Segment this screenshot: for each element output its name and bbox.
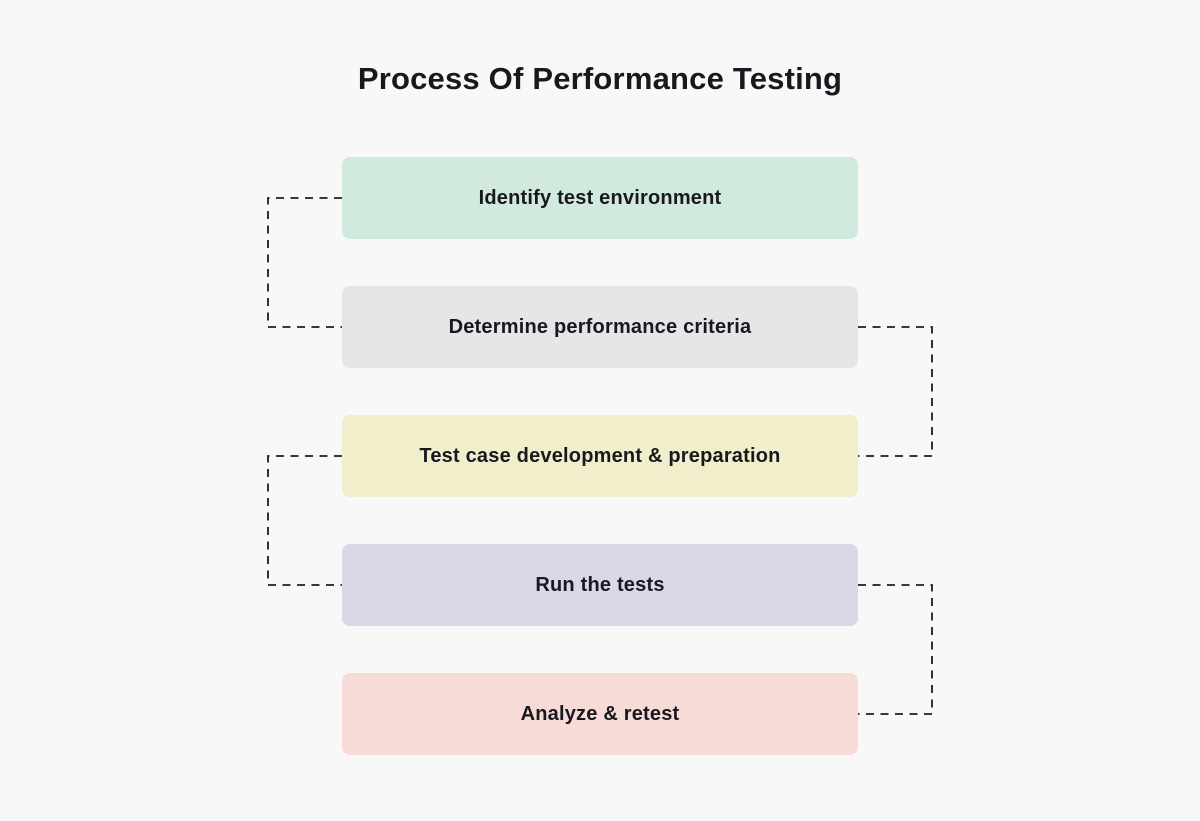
step-run-the-tests: Run the tests bbox=[342, 544, 858, 626]
connector-step4-step5 bbox=[858, 584, 933, 715]
connector-step2-step3 bbox=[858, 326, 933, 457]
step-identify-test-environment: Identify test environment bbox=[342, 157, 858, 239]
step-label: Identify test environment bbox=[478, 186, 722, 209]
step-determine-performance-criteria: Determine performance criteria bbox=[342, 286, 858, 368]
step-test-case-development-preparation: Test case development & preparation bbox=[342, 415, 858, 497]
connector-step1-step2 bbox=[267, 197, 342, 328]
step-label: Run the tests bbox=[535, 573, 665, 596]
step-label: Test case development & preparation bbox=[419, 444, 781, 467]
connector-step3-step4 bbox=[267, 455, 342, 586]
step-label: Analyze & retest bbox=[520, 702, 680, 725]
diagram-title: Process Of Performance Testing bbox=[357, 61, 843, 96]
step-analyze-retest: Analyze & retest bbox=[342, 673, 858, 755]
step-label: Determine performance criteria bbox=[448, 315, 752, 338]
